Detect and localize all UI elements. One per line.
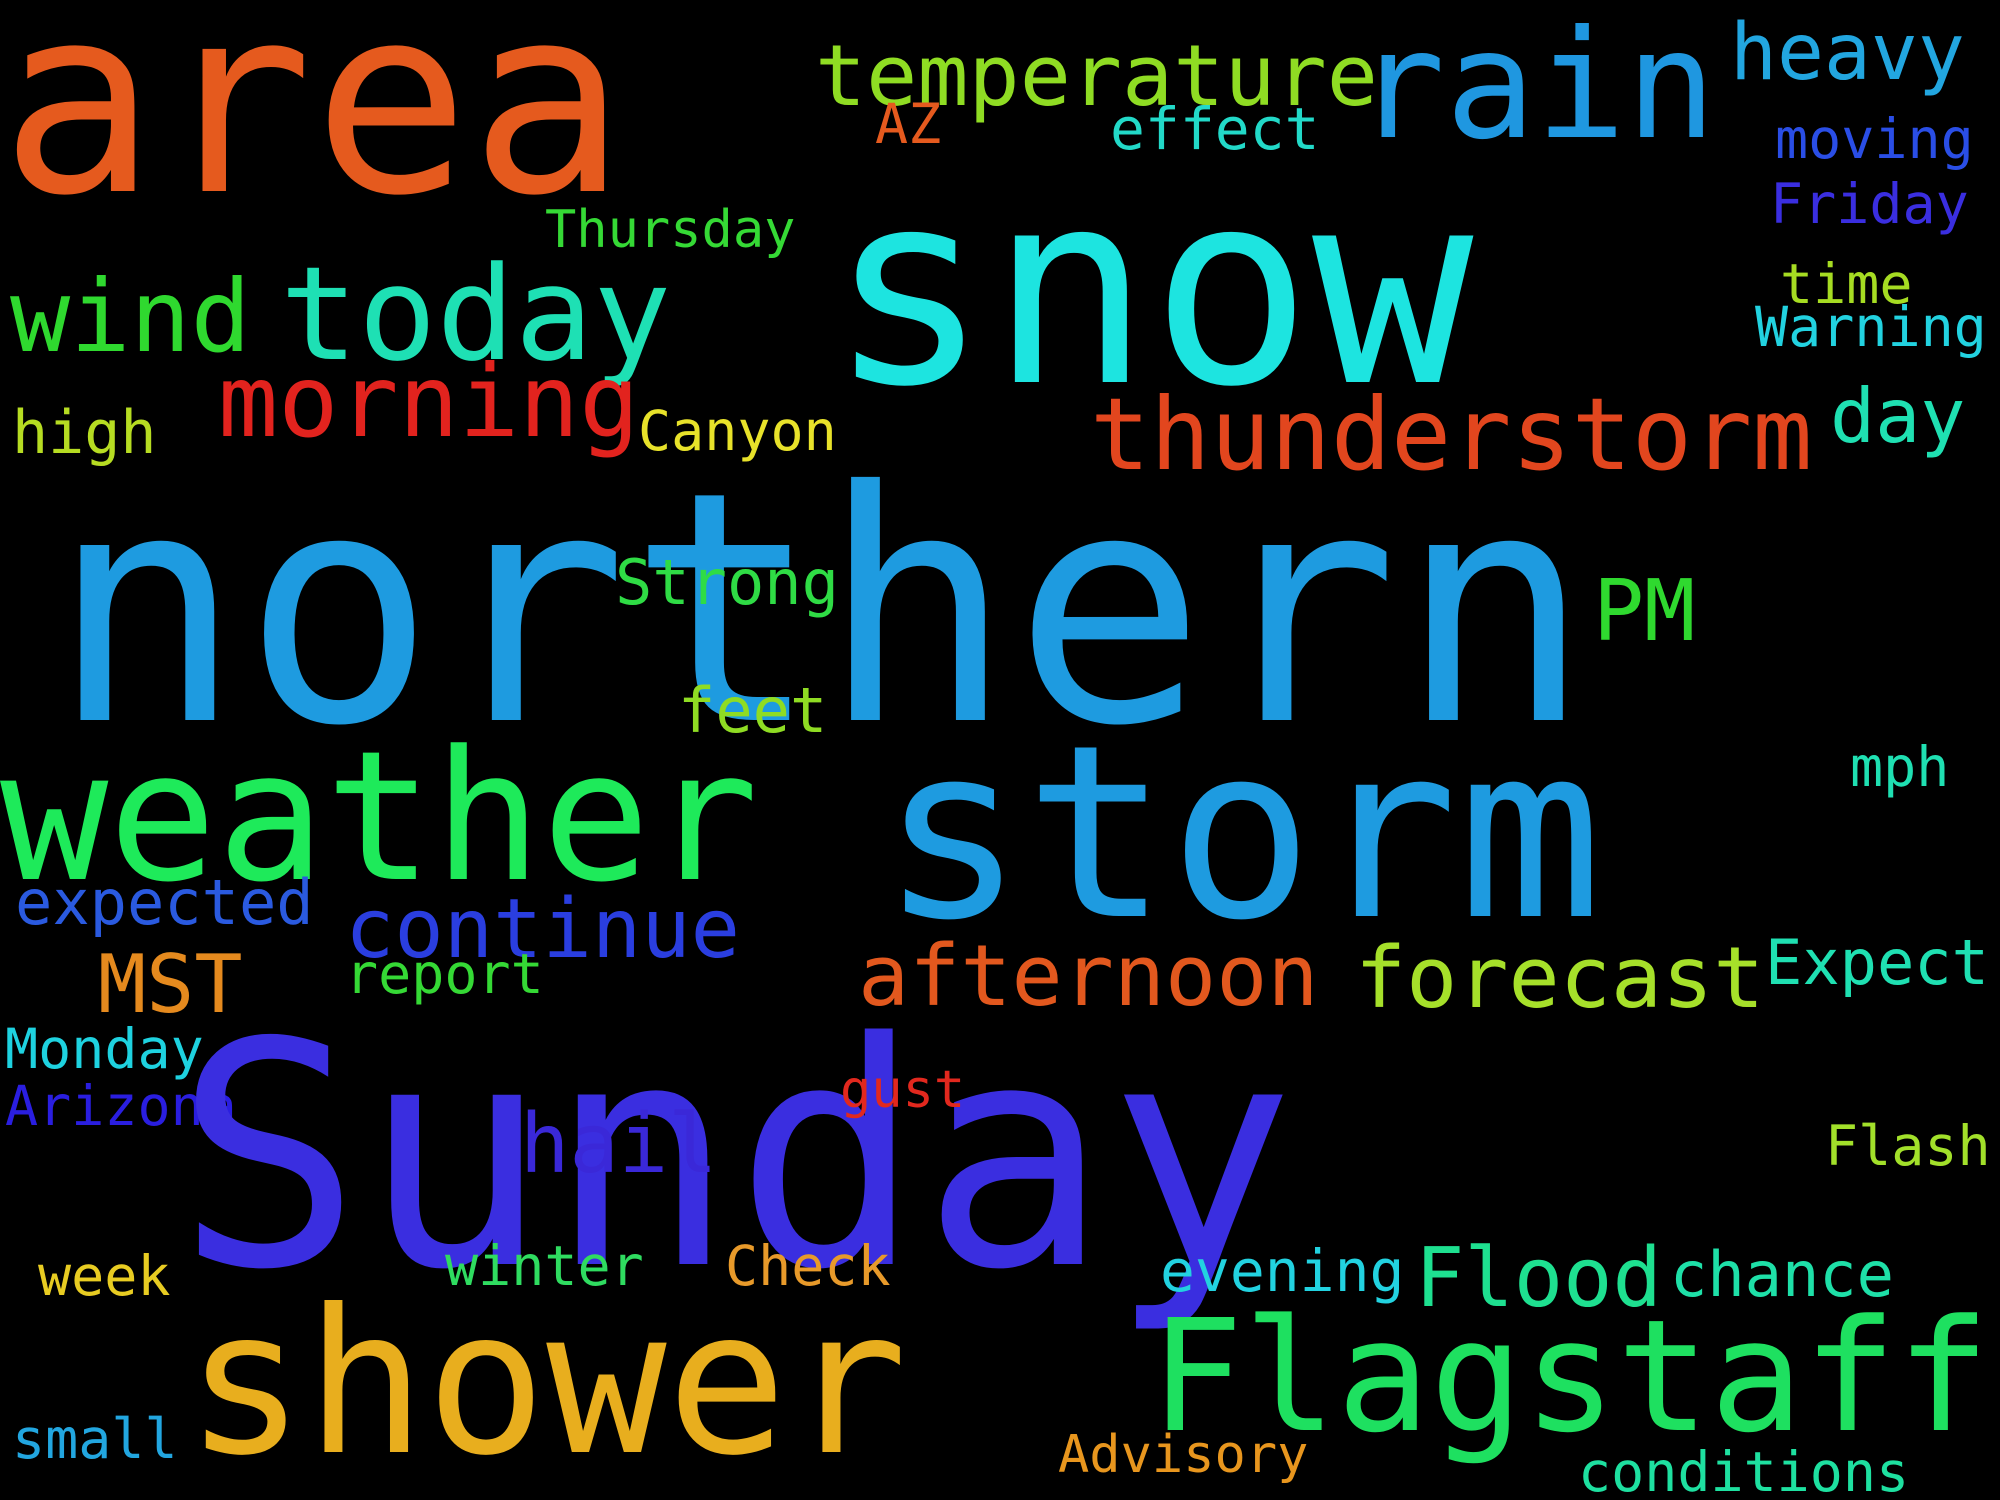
- word-mst: MST: [98, 937, 243, 1031]
- word-area: area: [0, 0, 627, 254]
- word-storm: storm: [880, 692, 1603, 973]
- word-shower: shower: [185, 1267, 908, 1500]
- word-monday: Monday: [5, 1017, 204, 1082]
- word-canyon: Canyon: [638, 399, 837, 464]
- word-forecast: forecast: [1355, 928, 1765, 1028]
- word-effect: effect: [1110, 94, 1320, 163]
- word-mph: mph: [1850, 735, 1950, 800]
- word-check: Check: [725, 1234, 891, 1299]
- word-time: time: [1780, 252, 1913, 317]
- word-wind: wind: [10, 258, 251, 375]
- word-feet: feet: [678, 673, 828, 747]
- word-winter: winter: [445, 1234, 644, 1299]
- word-hail: hail: [520, 1097, 718, 1193]
- word-gust: gust: [840, 1060, 966, 1121]
- word-chance: chance: [1670, 1237, 1894, 1311]
- word-heavy: heavy: [1730, 8, 1965, 99]
- word-advisory: Advisory: [1058, 1425, 1309, 1486]
- word-flash: Flash: [1825, 1114, 1991, 1179]
- word-morning: morning: [218, 343, 640, 460]
- word-friday: Friday: [1770, 172, 1969, 237]
- word-northern: northern: [50, 424, 1592, 797]
- word-conditions: conditions: [1578, 1440, 1910, 1500]
- word-small: small: [12, 1407, 178, 1472]
- word-expect: Expect: [1765, 925, 1989, 999]
- word-pm: PM: [1593, 561, 1696, 661]
- word-high: high: [12, 398, 157, 469]
- word-continue: continue: [345, 882, 740, 978]
- word-arizona: Arizona: [5, 1074, 237, 1139]
- word-az: AZ: [875, 92, 942, 157]
- word-warning: Warning: [1755, 295, 1987, 360]
- word-thursday: Thursday: [545, 200, 796, 261]
- word-temperature: temperature: [815, 26, 1378, 126]
- word-today: today: [280, 237, 672, 390]
- word-flagstaff: Flagstaff: [1150, 1286, 1990, 1468]
- word-strong: Strong: [615, 545, 839, 619]
- word-sunday: Sunday: [175, 977, 1295, 1339]
- word-rain: rain: [1355, 0, 1717, 173]
- word-afternoon: afternoon: [858, 926, 1319, 1026]
- word-flood: Flood: [1415, 1231, 1662, 1327]
- word-week: week: [38, 1244, 171, 1309]
- word-expected: expected: [15, 865, 314, 939]
- word-snow: snow: [828, 133, 1474, 446]
- word-day: day: [1830, 371, 1966, 460]
- word-moving: moving: [1775, 107, 1974, 172]
- word-evening: evening: [1160, 1236, 1405, 1305]
- word-thunderstorm: thunderstorm: [1090, 376, 1813, 493]
- word-weather: weather: [0, 712, 759, 922]
- word-report: report: [345, 942, 544, 1007]
